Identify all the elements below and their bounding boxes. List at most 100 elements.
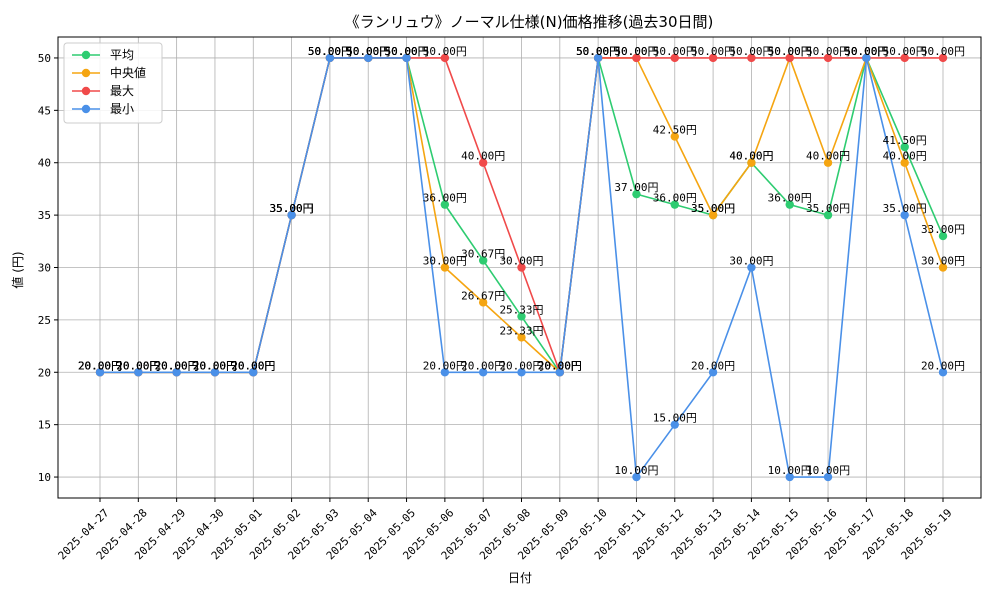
- data-label: 20.00円: [538, 359, 582, 372]
- data-label: 10.00円: [806, 464, 850, 477]
- data-label: 50.00円: [384, 45, 428, 58]
- data-label: 50.00円: [844, 45, 888, 58]
- data-label: 35.00円: [691, 202, 735, 215]
- data-label: 50.00円: [308, 45, 352, 58]
- data-label: 50.00円: [346, 45, 390, 58]
- data-label: 36.00円: [653, 192, 697, 205]
- data-label: 30.00円: [499, 255, 543, 268]
- data-point: [938, 231, 948, 241]
- data-label: 50.00円: [614, 45, 658, 58]
- legend-label: 最小: [110, 102, 134, 116]
- data-label: 36.00円: [423, 192, 467, 205]
- data-label: 30.00円: [921, 255, 965, 268]
- data-point: [440, 263, 450, 272]
- data-label: 20.00円: [538, 359, 582, 372]
- data-label: 50.00円: [806, 45, 850, 58]
- data-label: 50.00円: [921, 45, 965, 58]
- data-label: 30.00円: [423, 255, 467, 268]
- data-label: 20.00円: [423, 359, 467, 372]
- data-label: 20.00円: [461, 359, 505, 372]
- data-label: 20.00円: [231, 359, 275, 372]
- data-point: [785, 200, 794, 209]
- data-label: 20.00円: [116, 359, 160, 372]
- data-point: [708, 368, 718, 377]
- data-label: 50.00円: [423, 45, 467, 58]
- data-point: [249, 368, 258, 377]
- data-label: 50.00円: [308, 45, 352, 58]
- data-point: [708, 210, 718, 220]
- data-label: 20.00円: [155, 359, 199, 372]
- data-point: [670, 132, 679, 141]
- data-label: 41.50円: [883, 134, 927, 147]
- data-label: 50.00円: [346, 45, 390, 58]
- data-label: 20.00円: [231, 359, 275, 372]
- data-point: [517, 312, 526, 321]
- data-label: 50.00円: [768, 45, 812, 58]
- data-point: [632, 189, 641, 199]
- data-point: [440, 368, 450, 377]
- data-point: [785, 472, 794, 482]
- data-label: 50.00円: [346, 45, 390, 58]
- data-point: [823, 210, 833, 220]
- legend-swatch-marker: [81, 86, 91, 96]
- y-tick-label: 30: [38, 262, 51, 275]
- data-label: 50.00円: [883, 45, 927, 58]
- y-tick-label: 20: [38, 366, 51, 379]
- data-label: 35.00円: [883, 202, 927, 215]
- y-tick-label: 40: [38, 157, 51, 170]
- data-label: 37.00円: [614, 181, 658, 194]
- legend-label: 中央値: [110, 65, 146, 80]
- data-point: [670, 53, 679, 63]
- data-point: [747, 53, 756, 63]
- data-label: 35.00円: [270, 202, 314, 215]
- data-label: 20.00円: [499, 359, 543, 372]
- data-point: [938, 263, 948, 272]
- data-label: 42.50円: [653, 124, 697, 137]
- y-tick-label: 35: [38, 209, 51, 222]
- data-label: 25.33円: [499, 303, 543, 316]
- data-label: 26.67円: [461, 289, 505, 302]
- data-point: [862, 53, 871, 63]
- data-label: 20.00円: [78, 359, 122, 372]
- data-label: 50.00円: [576, 45, 620, 58]
- data-point: [478, 158, 488, 167]
- data-label: 20.00円: [193, 359, 237, 372]
- data-label: 35.00円: [806, 202, 850, 215]
- data-point: [402, 53, 411, 63]
- data-label: 10.00円: [768, 464, 812, 477]
- y-tick-label: 25: [38, 314, 51, 327]
- data-point: [555, 368, 565, 377]
- data-point: [785, 53, 794, 63]
- data-label: 50.00円: [614, 45, 658, 58]
- data-point: [134, 368, 143, 377]
- data-label: 50.00円: [308, 45, 352, 58]
- data-label: 20.00円: [116, 359, 160, 372]
- data-label: 50.00円: [346, 45, 390, 58]
- data-label: 50.00円: [729, 45, 773, 58]
- series-layer: [95, 53, 948, 482]
- y-tick-label: 50: [38, 52, 51, 65]
- data-point: [478, 298, 488, 307]
- data-label: 20.00円: [116, 359, 160, 372]
- legend-swatch-marker: [81, 68, 91, 78]
- data-label: 10.00円: [614, 464, 658, 477]
- data-point: [210, 368, 220, 377]
- data-label: 20.00円: [691, 359, 735, 372]
- data-label: 50.00円: [384, 45, 428, 58]
- legend-label: 最大: [110, 84, 134, 98]
- data-label: 50.00円: [384, 45, 428, 58]
- data-label: 30.67円: [461, 247, 505, 260]
- data-point: [325, 53, 335, 63]
- y-axis-label: 値 (円): [10, 251, 25, 288]
- data-point: [900, 210, 909, 220]
- data-point: [823, 472, 833, 482]
- data-label: 50.00円: [844, 45, 888, 58]
- data-point: [747, 263, 756, 272]
- y-tick-label: 10: [38, 471, 51, 484]
- data-label: 20.00円: [538, 359, 582, 372]
- data-point: [364, 53, 373, 63]
- data-label: 50.00円: [844, 45, 888, 58]
- legend-swatch-marker: [81, 50, 91, 60]
